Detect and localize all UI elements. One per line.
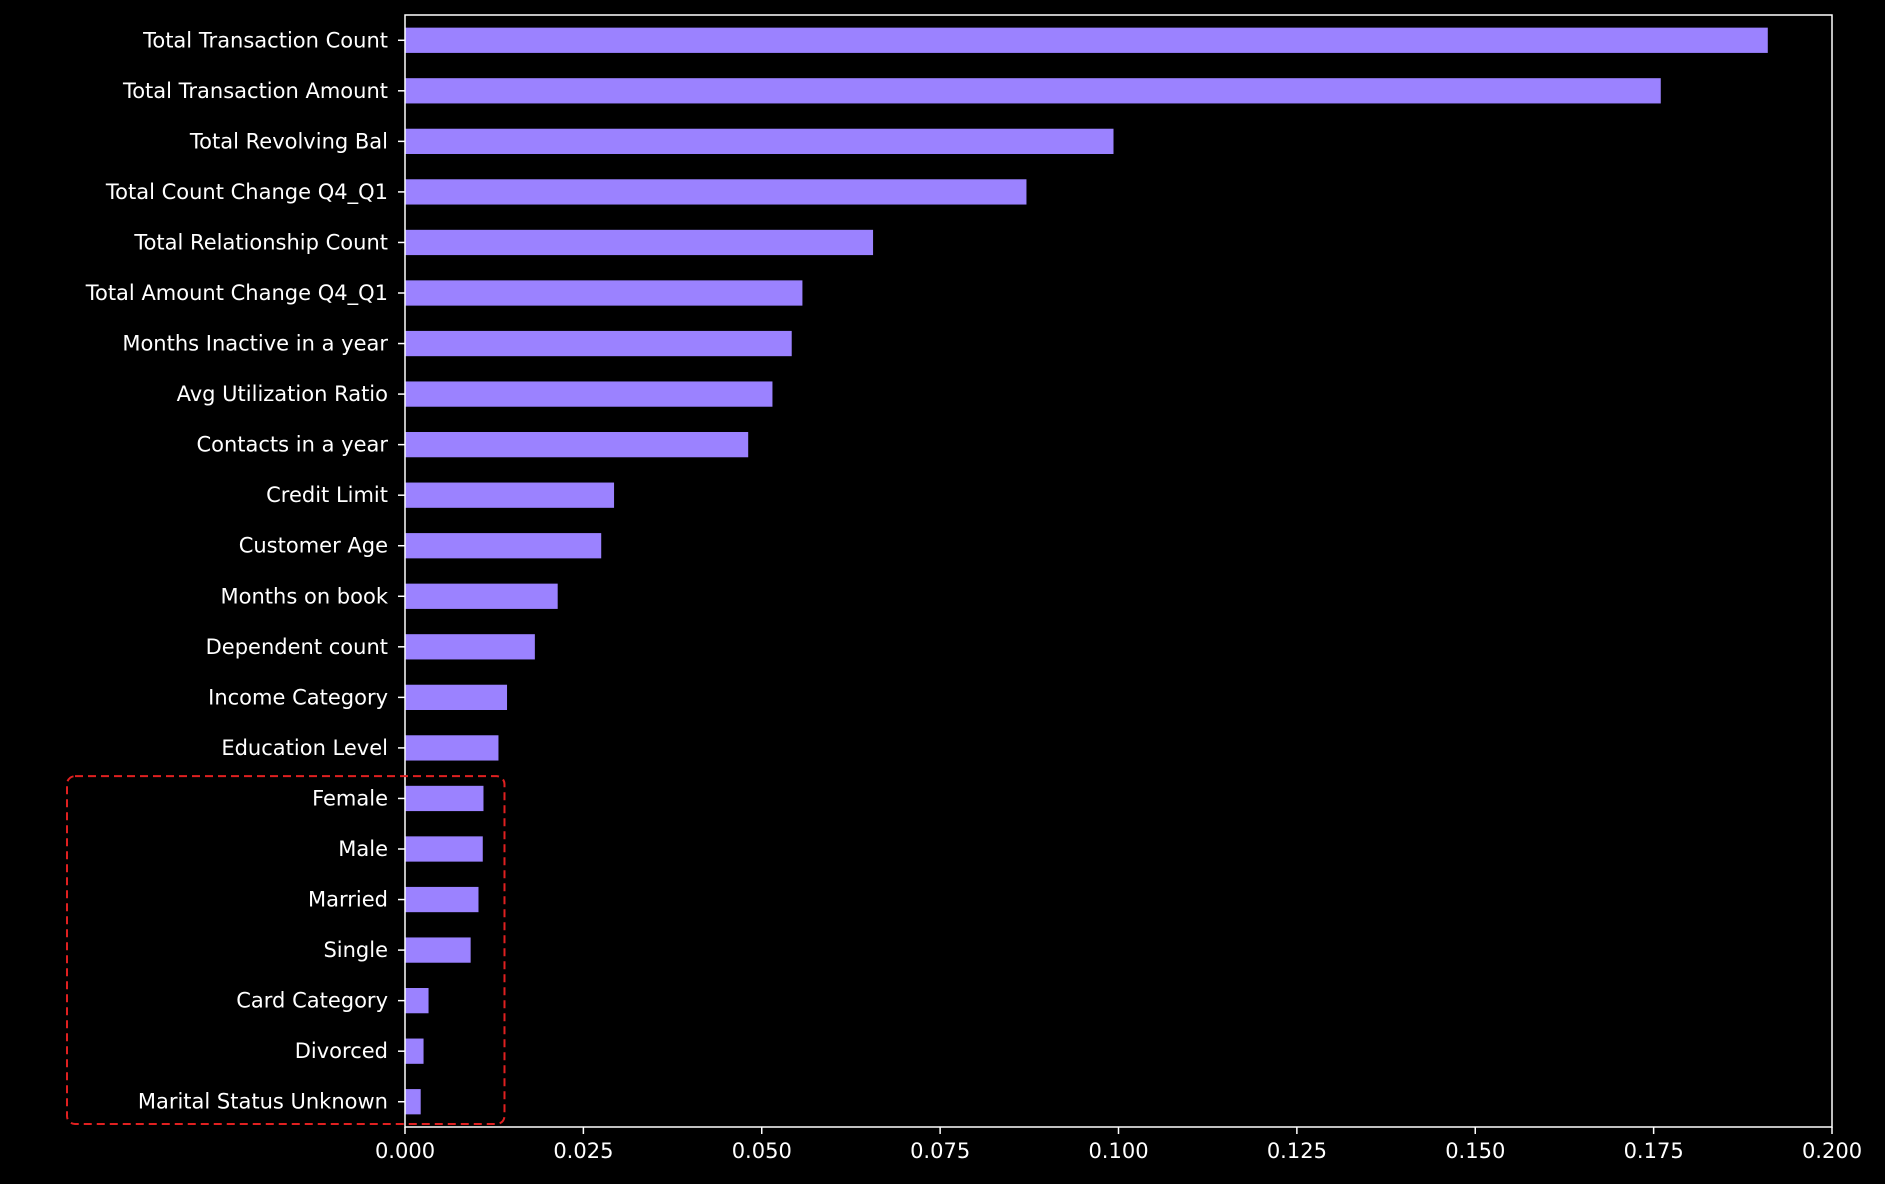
y-tick-label: Total Transaction Count [142,28,388,52]
y-tick-label: Total Transaction Amount [122,79,388,103]
bar [405,381,773,407]
bar [405,229,874,256]
x-tick-label: 0.100 [1088,1139,1148,1163]
y-tick-label: Avg Utilization Ratio [177,382,388,406]
y-tick-label: Customer Age [239,534,388,558]
bar [405,886,479,913]
bar [405,988,429,1014]
y-tick-label: Female [312,786,388,810]
y-tick-label: Total Relationship Count [133,230,388,254]
bar [405,735,499,761]
x-tick-label: 0.150 [1445,1139,1505,1163]
bar [405,583,558,609]
bar [405,432,749,458]
bar [405,280,803,306]
y-tick-label: Income Category [208,685,388,709]
bar [405,533,602,559]
bar [405,78,1661,104]
x-axis-ticks: 0.000 0.025 0.050 0.075 0.100 0.125 0.150 0.175… [375,1127,1862,1163]
bar [405,27,1768,53]
x-tick-label: 0.175 [1624,1139,1684,1163]
y-tick-label: Divorced [295,1039,388,1063]
x-tick-label: 0.125 [1267,1139,1327,1163]
highlight-box [66,775,506,1125]
y-tick-label: Total Count Change Q4_Q1 [105,180,388,205]
y-tick-label: Dependent count [206,635,388,659]
bar [405,1038,424,1064]
y-tick-label: Male [338,837,388,861]
bar [405,634,535,660]
y-tick-label: Marital Status Unknown [138,1090,388,1114]
y-tick-label: Months Inactive in a year [122,332,388,356]
bar [405,179,1027,205]
y-tick-label: Total Amount Change Q4_Q1 [85,281,388,306]
bar [405,1089,421,1115]
bar [405,836,483,862]
y-tick-label: Credit Limit [266,483,388,507]
y-tick-label: Contacts in a year [196,433,388,457]
y-tick-label: Single [323,938,388,962]
bar [405,684,508,710]
bar [405,937,471,963]
bar [405,330,792,357]
bar [405,128,1114,154]
bar [405,482,615,508]
x-tick-label: 0.000 [375,1139,435,1163]
y-tick-label: Months on book [221,584,389,608]
plot-frame [404,14,1833,1128]
bars-layer [405,27,1768,1115]
y-tick-label: Card Category [236,989,388,1013]
y-tick-label: Education Level [221,736,388,760]
x-tick-label: 0.025 [553,1139,613,1163]
y-tick-label: Married [308,888,388,912]
x-tick-label: 0.050 [732,1139,792,1163]
y-tick-labels: Total Transaction Count Total Transaction… [85,28,405,1114]
bar [405,785,484,812]
x-tick-label: 0.200 [1802,1139,1862,1163]
y-tick-label: Total Revolving Bal [189,129,388,153]
x-tick-label: 0.075 [910,1139,970,1163]
